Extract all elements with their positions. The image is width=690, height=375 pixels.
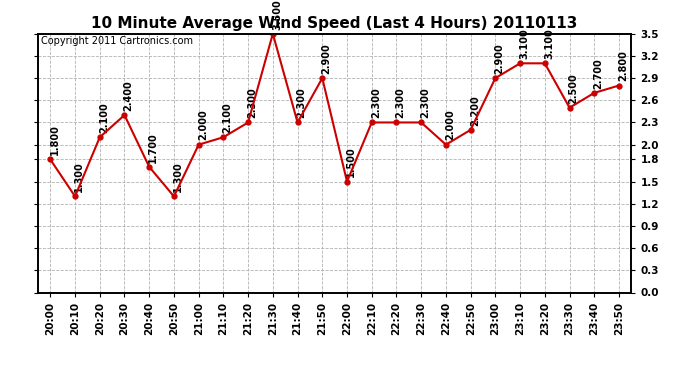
Text: 2.000: 2.000: [445, 110, 455, 141]
Text: 2.100: 2.100: [223, 102, 233, 133]
Text: 2.800: 2.800: [618, 51, 628, 81]
Text: 2.300: 2.300: [395, 87, 406, 118]
Text: 2.300: 2.300: [247, 87, 257, 118]
Text: 3.100: 3.100: [520, 28, 529, 59]
Text: 2.300: 2.300: [371, 87, 381, 118]
Text: 2.300: 2.300: [297, 87, 307, 118]
Title: 10 Minute Average Wind Speed (Last 4 Hours) 20110113: 10 Minute Average Wind Speed (Last 4 Hou…: [92, 16, 578, 31]
Text: 2.900: 2.900: [322, 43, 331, 74]
Text: 1.700: 1.700: [148, 132, 159, 163]
Text: 2.700: 2.700: [593, 58, 604, 89]
Text: 1.300: 1.300: [75, 162, 84, 192]
Text: 2.500: 2.500: [569, 73, 579, 104]
Text: 1.300: 1.300: [173, 162, 183, 192]
Text: 1.800: 1.800: [50, 124, 59, 155]
Text: 2.200: 2.200: [470, 95, 480, 126]
Text: 2.100: 2.100: [99, 102, 109, 133]
Text: 3.500: 3.500: [272, 0, 282, 30]
Text: 1.500: 1.500: [346, 147, 356, 177]
Text: 2.000: 2.000: [198, 110, 208, 141]
Text: 2.300: 2.300: [420, 87, 431, 118]
Text: 2.400: 2.400: [124, 80, 134, 111]
Text: 3.100: 3.100: [544, 28, 554, 59]
Text: Copyright 2011 Cartronics.com: Copyright 2011 Cartronics.com: [41, 36, 193, 46]
Text: 2.900: 2.900: [495, 43, 504, 74]
